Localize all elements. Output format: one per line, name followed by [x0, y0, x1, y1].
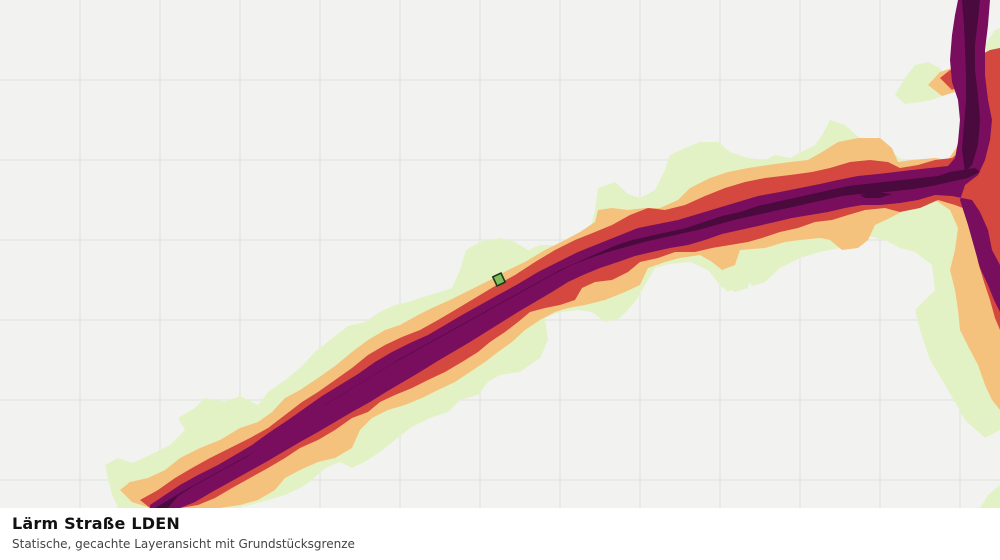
parcel-boundary[interactable] [491, 272, 507, 287]
map-caption: Lärm Straße LDEN Statische, gecachte Lay… [0, 508, 1000, 560]
noise-band-highest [155, 0, 980, 508]
parcel-boundary-shape[interactable] [491, 272, 507, 287]
noise-band-high [150, 0, 1000, 508]
layer-title: Lärm Straße LDEN [12, 514, 180, 533]
layer-subtitle: Statische, gecachte Layeransicht mit Gru… [12, 537, 355, 551]
